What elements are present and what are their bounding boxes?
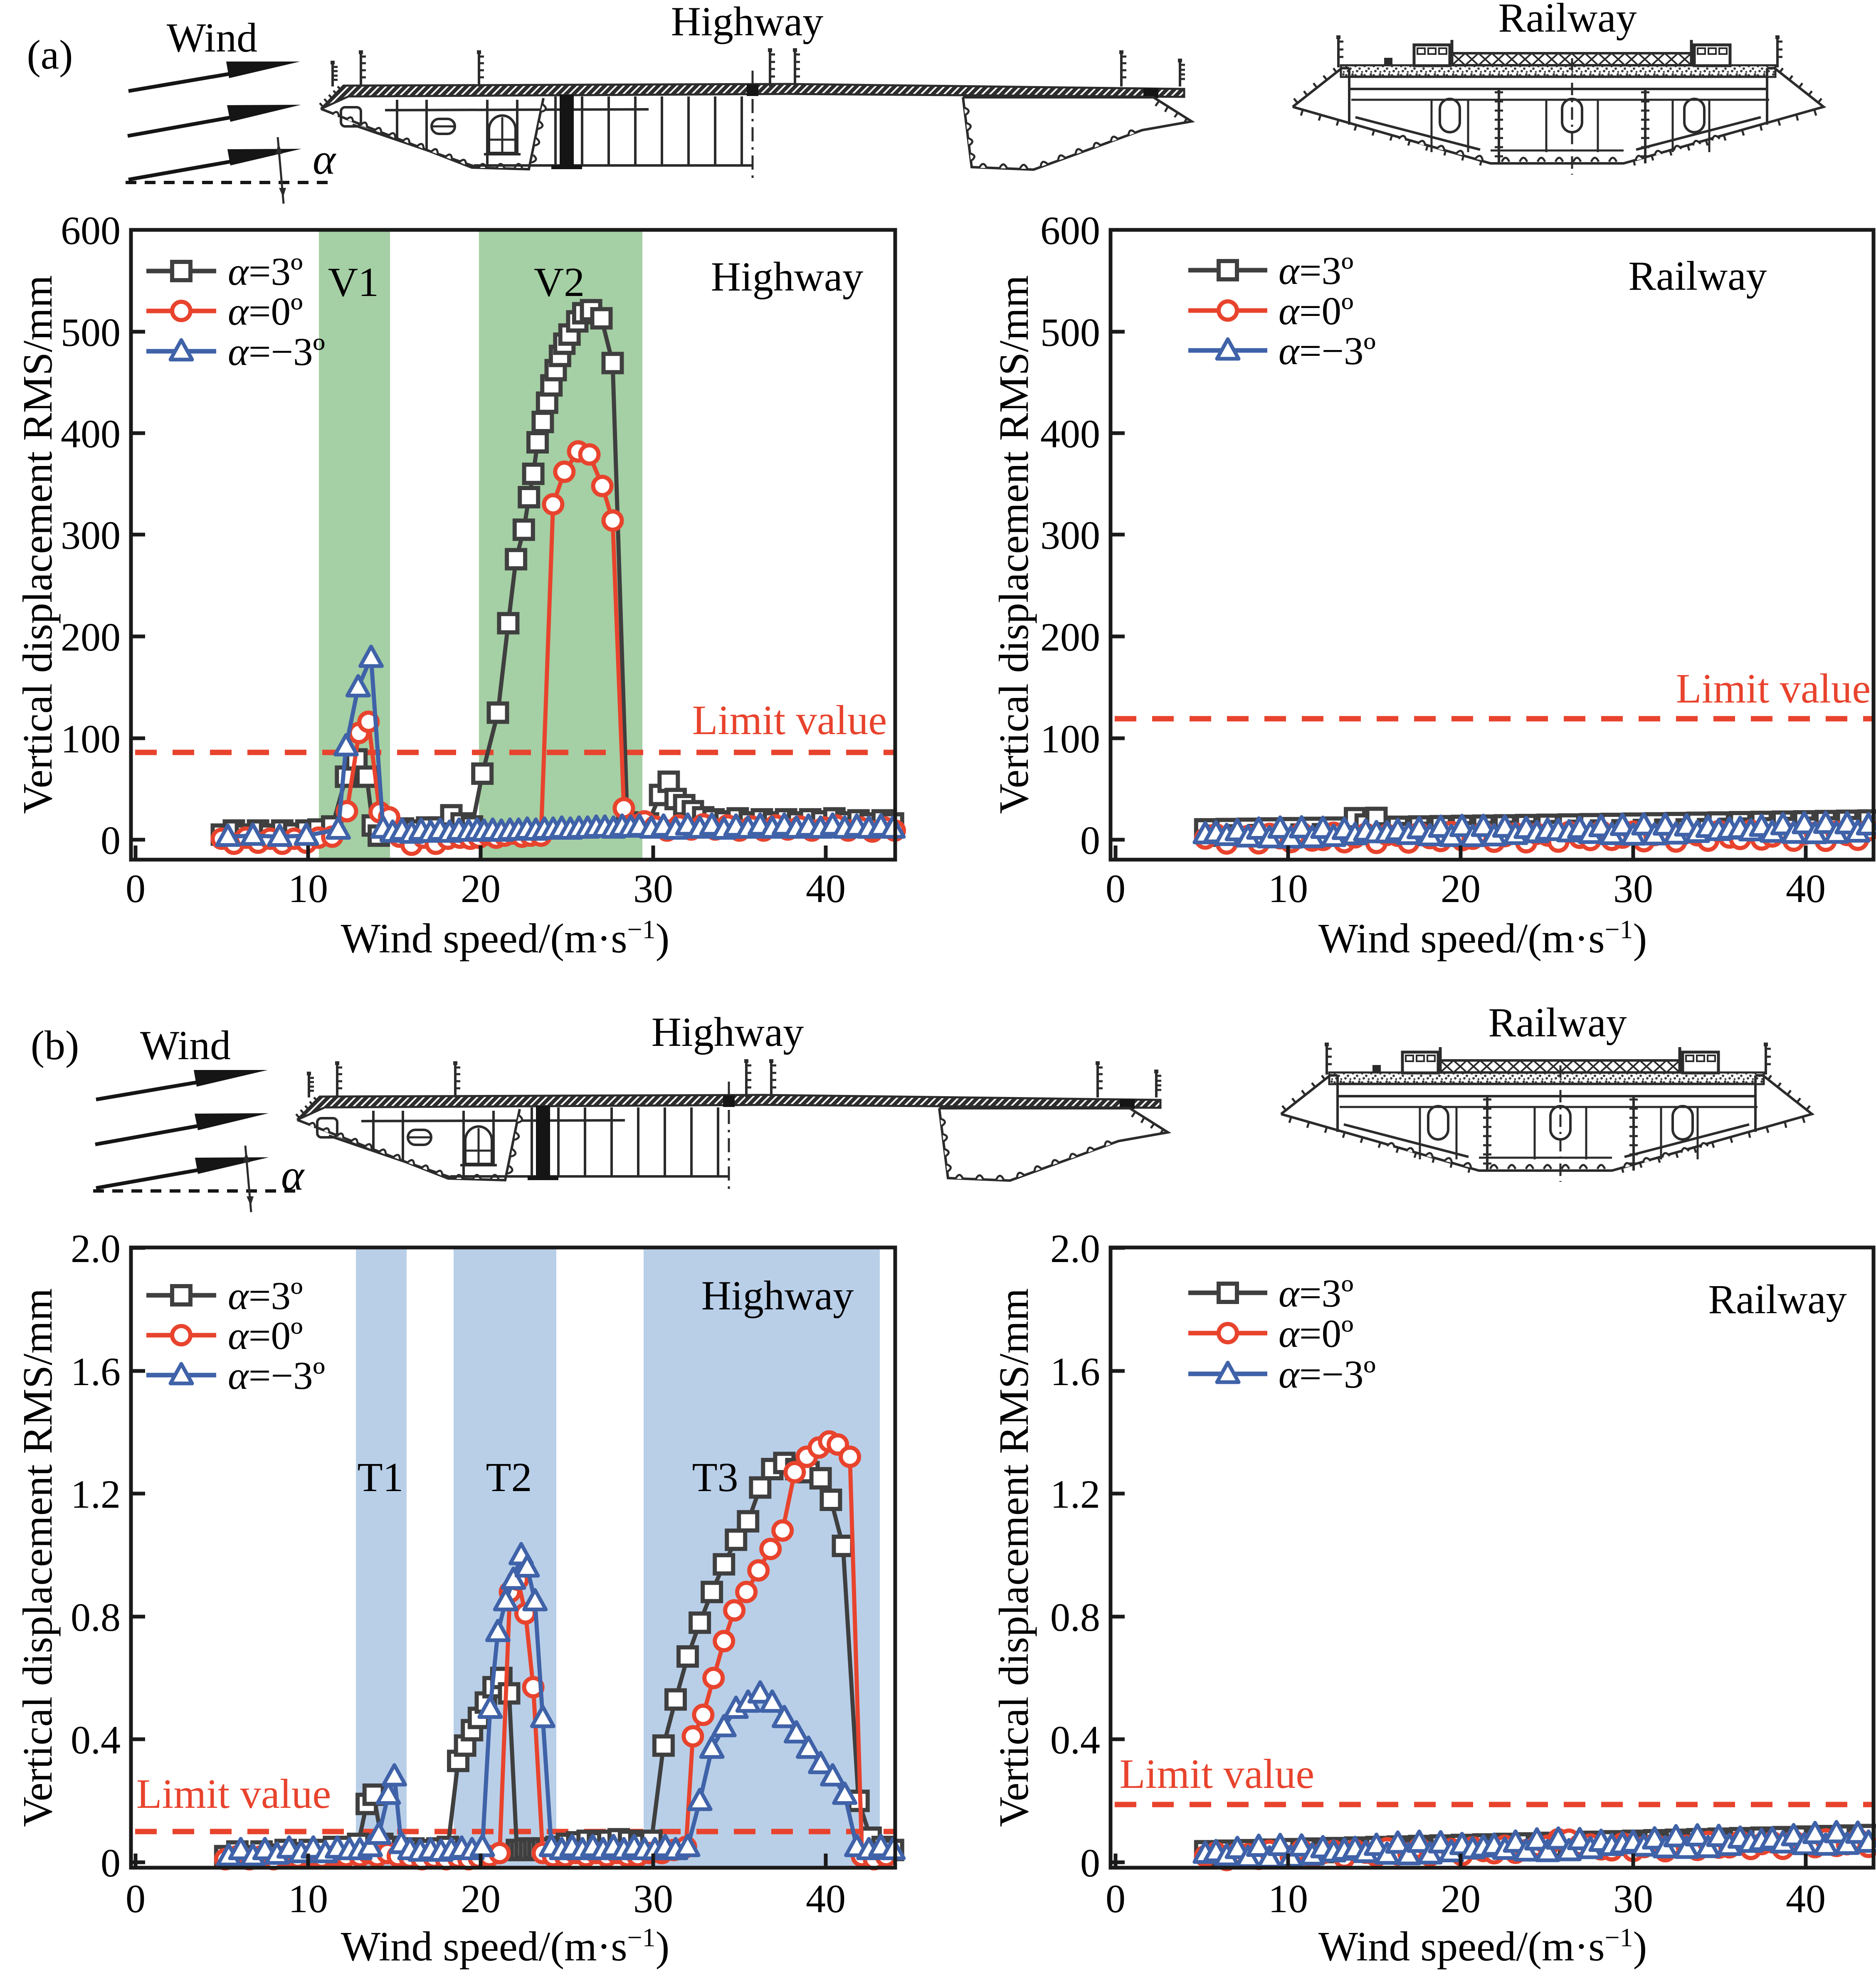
svg-text:200: 200 bbox=[1040, 615, 1100, 659]
svg-text:10: 10 bbox=[1268, 1876, 1308, 1921]
svg-text:Vertical displacement RMS/mm: Vertical displacement RMS/mm bbox=[14, 1288, 61, 1827]
svg-text:Wind: Wind bbox=[140, 1022, 231, 1068]
svg-text:2.0: 2.0 bbox=[1050, 1226, 1100, 1271]
svg-text:100: 100 bbox=[61, 717, 121, 761]
svg-text:Railway: Railway bbox=[1628, 253, 1767, 299]
svg-text:0: 0 bbox=[1080, 1841, 1100, 1885]
svg-text:0.8: 0.8 bbox=[1050, 1595, 1100, 1639]
svg-text:600: 600 bbox=[1040, 208, 1100, 253]
svg-text:Highway: Highway bbox=[652, 1009, 804, 1055]
svg-text:Highway: Highway bbox=[671, 0, 824, 44]
svg-text:20: 20 bbox=[461, 866, 501, 911]
svg-text:Wind speed/(m·s−1): Wind speed/(m·s−1) bbox=[341, 915, 670, 961]
svg-text:30: 30 bbox=[633, 1876, 673, 1921]
svg-text:400: 400 bbox=[1040, 412, 1100, 456]
svg-text:0: 0 bbox=[126, 866, 146, 911]
svg-text:600: 600 bbox=[61, 208, 121, 253]
svg-text:1.2: 1.2 bbox=[1050, 1472, 1100, 1516]
svg-text:0: 0 bbox=[126, 1876, 146, 1921]
svg-text:40: 40 bbox=[1786, 1876, 1826, 1921]
svg-text:α=3º: α=3º bbox=[1279, 249, 1353, 293]
svg-text:20: 20 bbox=[461, 1876, 501, 1921]
svg-text:Highway: Highway bbox=[701, 1272, 854, 1319]
svg-text:20: 20 bbox=[1441, 1876, 1481, 1921]
svg-text:α=−3º: α=−3º bbox=[228, 1353, 325, 1398]
svg-text:30: 30 bbox=[1613, 1876, 1653, 1921]
svg-text:10: 10 bbox=[288, 1876, 328, 1921]
svg-text:V2: V2 bbox=[534, 259, 585, 305]
svg-text:α: α bbox=[281, 1151, 305, 1199]
svg-text:500: 500 bbox=[1040, 310, 1100, 355]
svg-text:α=0º: α=0º bbox=[228, 289, 303, 333]
svg-text:Wind speed/(m·s−1): Wind speed/(m·s−1) bbox=[1318, 1923, 1647, 1970]
svg-text:40: 40 bbox=[806, 1876, 846, 1921]
svg-text:Vertical displacement RMS/mm: Vertical displacement RMS/mm bbox=[990, 1288, 1037, 1827]
svg-text:200: 200 bbox=[61, 615, 121, 659]
svg-text:Vertical displacement RMS/mm: Vertical displacement RMS/mm bbox=[14, 275, 61, 814]
svg-text:40: 40 bbox=[806, 866, 846, 911]
svg-text:T3: T3 bbox=[692, 1454, 738, 1500]
svg-text:0: 0 bbox=[1106, 1876, 1126, 1921]
svg-text:30: 30 bbox=[633, 866, 673, 911]
svg-text:α=0º: α=0º bbox=[1279, 289, 1353, 333]
svg-text:Wind: Wind bbox=[167, 15, 257, 61]
svg-text:Highway: Highway bbox=[711, 254, 864, 300]
svg-text:α=3º: α=3º bbox=[1279, 1271, 1353, 1315]
svg-text:Railway: Railway bbox=[1708, 1276, 1846, 1322]
svg-text:(b): (b) bbox=[31, 1022, 79, 1068]
svg-text:α=−3º: α=−3º bbox=[1279, 329, 1376, 373]
svg-text:500: 500 bbox=[61, 310, 121, 355]
svg-text:0.4: 0.4 bbox=[71, 1718, 121, 1762]
svg-text:400: 400 bbox=[61, 412, 121, 456]
svg-text:Railway: Railway bbox=[1498, 0, 1637, 41]
svg-text:40: 40 bbox=[1786, 866, 1826, 911]
svg-text:V1: V1 bbox=[328, 259, 379, 305]
svg-text:10: 10 bbox=[1268, 866, 1308, 911]
svg-text:α=3º: α=3º bbox=[228, 249, 303, 293]
svg-text:α=−3º: α=−3º bbox=[1279, 1352, 1376, 1396]
svg-text:0.8: 0.8 bbox=[71, 1595, 121, 1639]
svg-text:20: 20 bbox=[1441, 866, 1481, 911]
svg-text:300: 300 bbox=[1040, 513, 1100, 557]
svg-text:Wind speed/(m·s−1): Wind speed/(m·s−1) bbox=[341, 1923, 670, 1970]
svg-text:Limit value: Limit value bbox=[1676, 665, 1871, 712]
svg-text:(a): (a) bbox=[27, 32, 73, 78]
svg-text:300: 300 bbox=[61, 513, 121, 557]
svg-text:100: 100 bbox=[1040, 717, 1100, 761]
svg-text:2.0: 2.0 bbox=[71, 1226, 121, 1271]
svg-text:0: 0 bbox=[1080, 818, 1100, 863]
svg-text:Vertical displacement RMS/mm: Vertical displacement RMS/mm bbox=[990, 275, 1037, 814]
svg-text:α: α bbox=[313, 135, 336, 183]
svg-text:T1: T1 bbox=[357, 1454, 403, 1500]
svg-text:α=0º: α=0º bbox=[228, 1314, 303, 1358]
svg-text:1.6: 1.6 bbox=[71, 1349, 121, 1394]
svg-text:0.4: 0.4 bbox=[1050, 1718, 1100, 1762]
svg-text:α=3º: α=3º bbox=[228, 1274, 303, 1318]
svg-text:Railway: Railway bbox=[1488, 999, 1627, 1045]
svg-text:Limit value: Limit value bbox=[1120, 1750, 1314, 1797]
svg-text:0: 0 bbox=[1106, 866, 1126, 911]
svg-text:Limit value: Limit value bbox=[692, 697, 887, 743]
svg-text:α=0º: α=0º bbox=[1279, 1312, 1353, 1356]
svg-text:10: 10 bbox=[288, 866, 328, 911]
svg-text:Limit value: Limit value bbox=[136, 1770, 331, 1817]
svg-text:T2: T2 bbox=[486, 1454, 532, 1500]
svg-text:0: 0 bbox=[101, 818, 121, 863]
svg-text:α=−3º: α=−3º bbox=[228, 330, 325, 374]
svg-text:0: 0 bbox=[101, 1841, 121, 1885]
svg-text:30: 30 bbox=[1613, 866, 1653, 911]
svg-text:Wind speed/(m·s−1): Wind speed/(m·s−1) bbox=[1318, 915, 1647, 961]
svg-text:1.6: 1.6 bbox=[1050, 1349, 1100, 1394]
svg-text:1.2: 1.2 bbox=[71, 1472, 121, 1516]
